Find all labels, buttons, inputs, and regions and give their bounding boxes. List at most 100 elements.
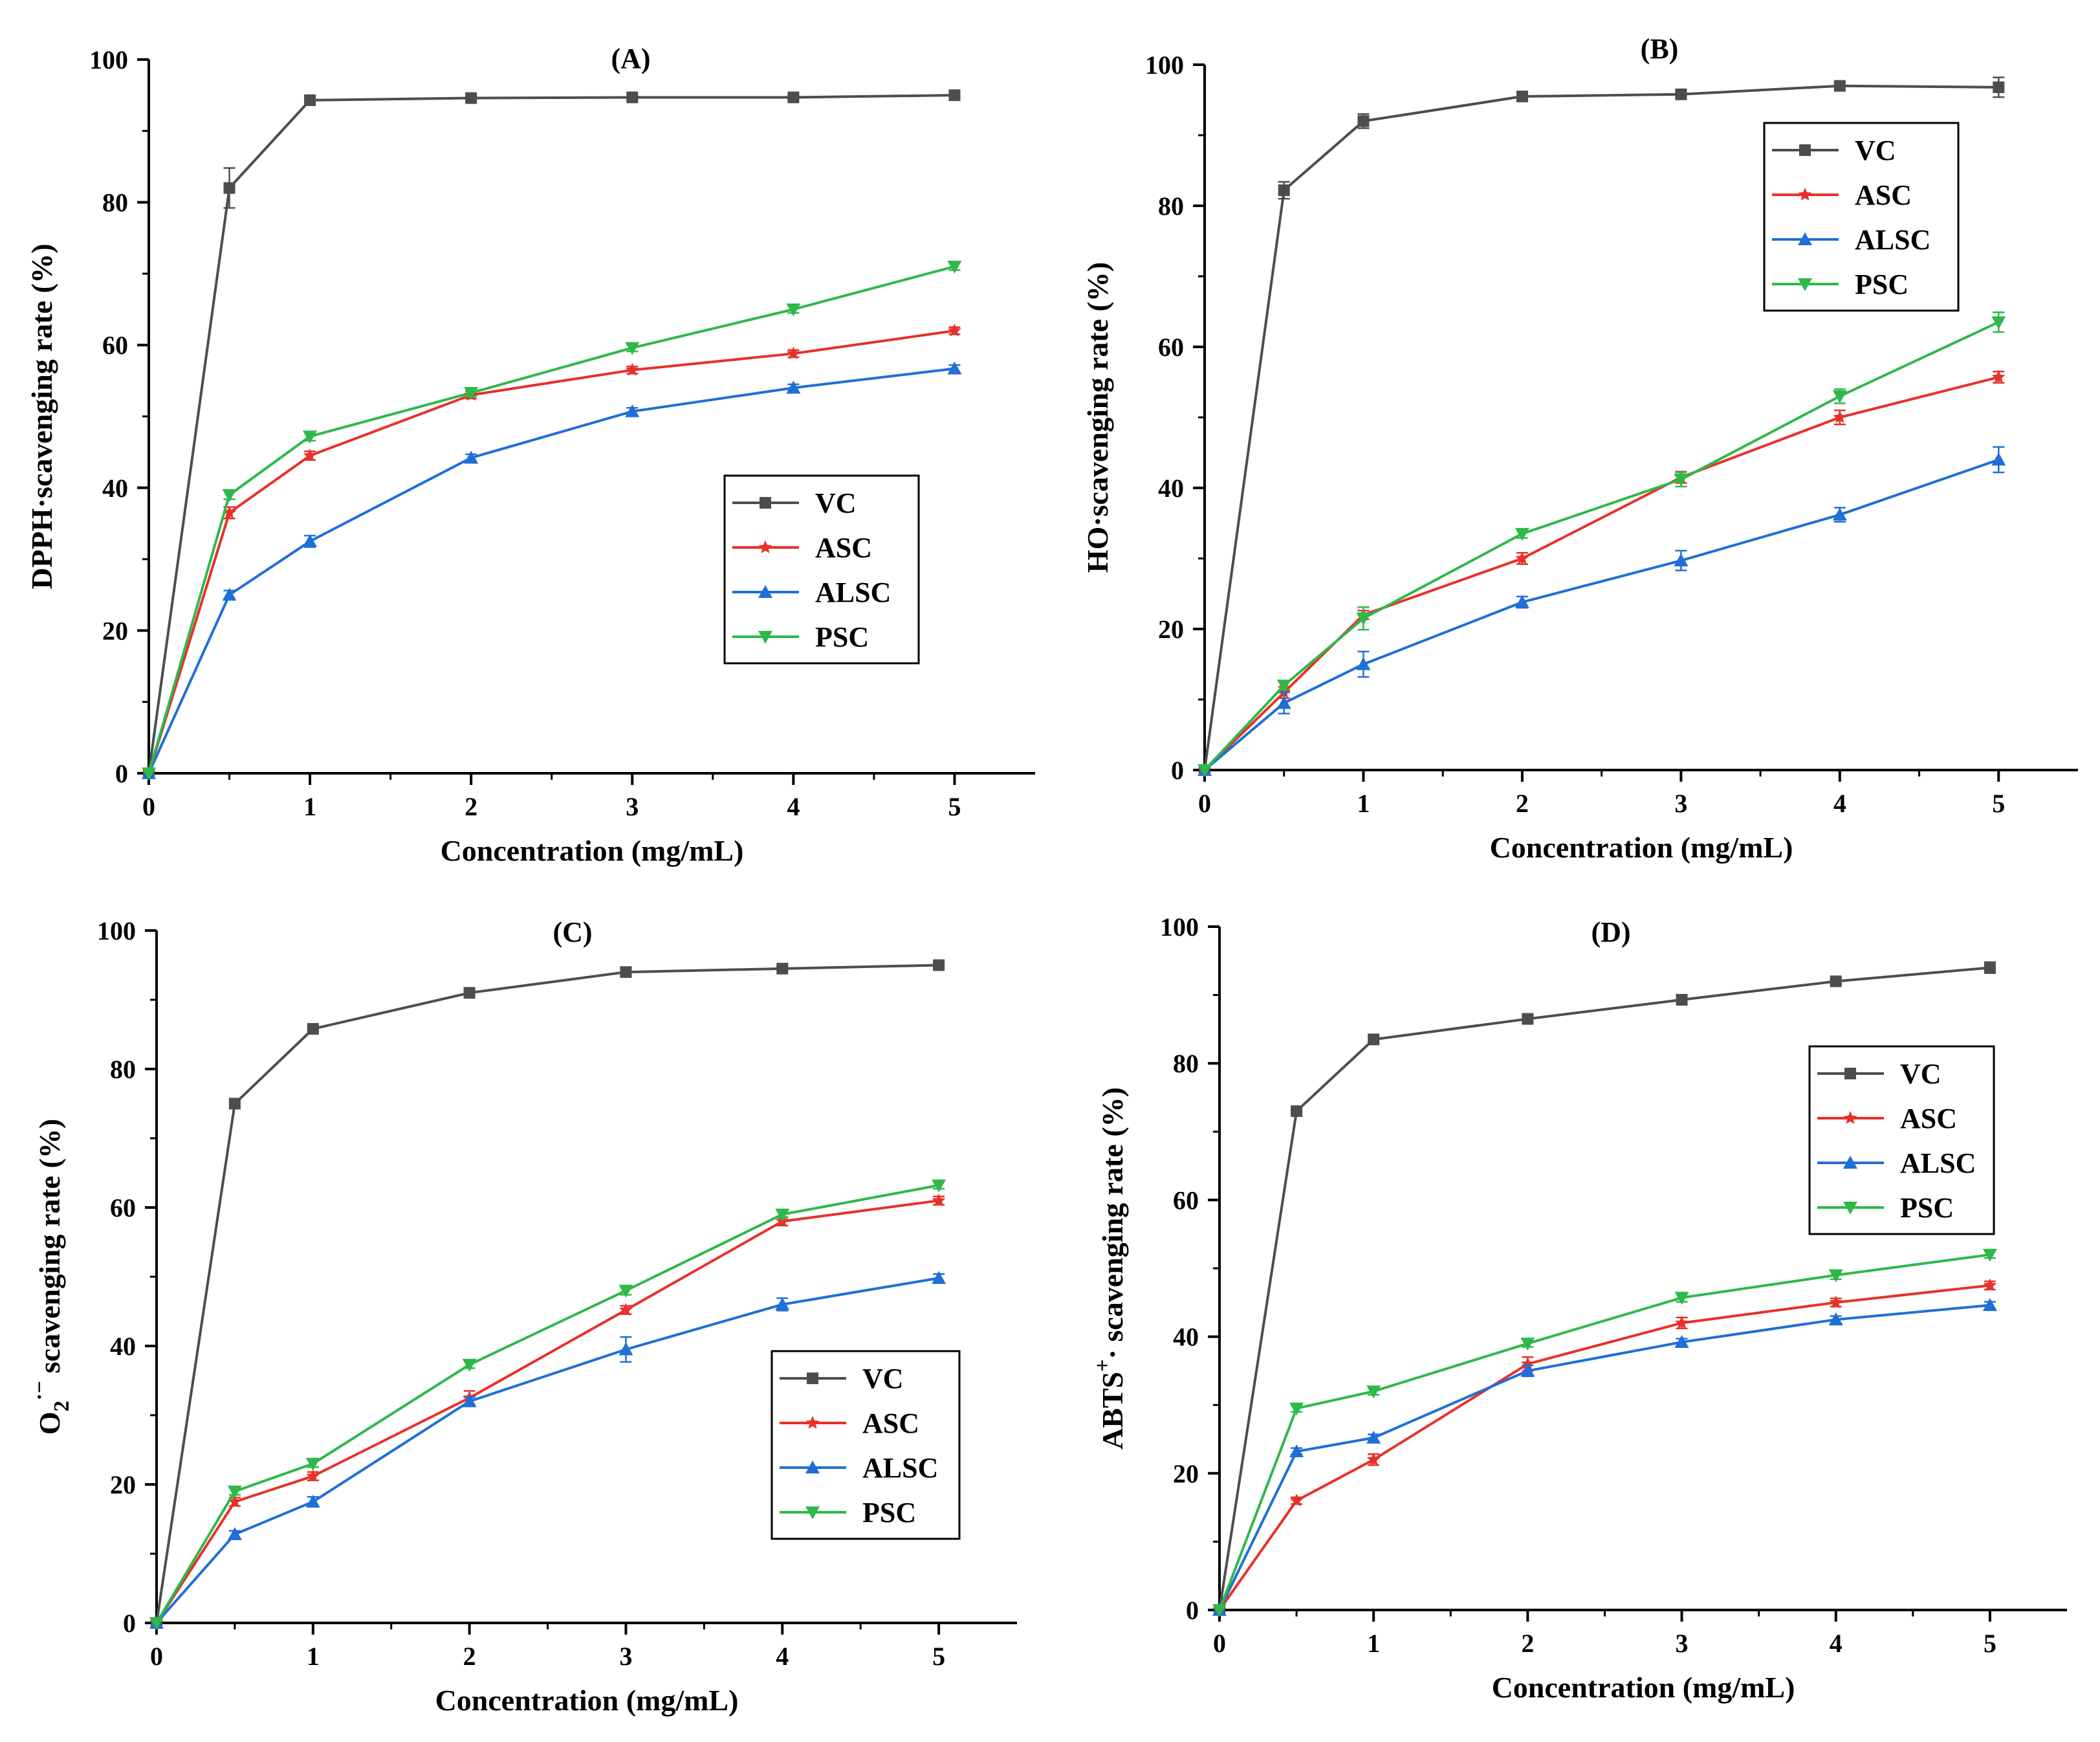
legend-marker-PSC: [805, 1506, 820, 1519]
legend-label-ALSC: ALSC: [1900, 1147, 1976, 1179]
data-point-ALSC: [1982, 1298, 1997, 1312]
x-tick-label: 1: [303, 792, 316, 821]
data-point-VC: [223, 182, 235, 194]
y-tick-label: 100: [89, 45, 128, 74]
data-point-PSC: [1276, 679, 1291, 693]
data-point-ALSC: [1515, 595, 1529, 608]
legend-marker-PSC: [1843, 1202, 1857, 1215]
data-point-ALSC: [1828, 1312, 1843, 1326]
x-axis-label: Concentration (mg/mL): [1490, 831, 1793, 864]
x-tick-label: 1: [1357, 789, 1370, 818]
data-point-PSC: [1674, 1292, 1689, 1305]
panel-title: (B): [1641, 33, 1679, 65]
legend-box: [771, 1350, 961, 1540]
data-point-PSC: [625, 342, 640, 355]
data-point-VC: [228, 1097, 241, 1110]
y-tick-label: 100: [97, 916, 136, 945]
data-point-ASC: [1675, 1316, 1689, 1329]
legend-marker-PSC: [758, 631, 772, 644]
data-point-ASC: [1833, 410, 1847, 423]
data-point-ASC: [223, 505, 237, 519]
data-point-PSC: [1212, 1604, 1227, 1617]
data-point-PSC: [786, 303, 801, 317]
data-point-VC: [1675, 88, 1687, 100]
legend-marker-VC: [1799, 144, 1811, 156]
legend-marker-VC: [807, 1373, 818, 1384]
y-tick-label: 0: [1186, 1596, 1199, 1625]
x-axis-label: Concentration (mg/mL): [1492, 1671, 1795, 1704]
data-point-ALSC: [947, 361, 962, 375]
y-axis-label: O2·− scavenging rate (%): [28, 1119, 74, 1435]
legend-marker-ASC: [805, 1416, 820, 1429]
legend-label-ASC: ASC: [1900, 1103, 1957, 1134]
panel-title: (A): [611, 43, 650, 74]
data-point-VC: [948, 89, 961, 102]
y-axis-label: HO·scavenging rate (%): [1081, 262, 1114, 573]
y-tick-label: 0: [123, 1609, 136, 1638]
x-tick-label: 0: [1198, 789, 1211, 818]
data-point-ASC: [303, 448, 317, 462]
x-tick-label: 5: [1992, 789, 2005, 818]
x-tick-label: 1: [307, 1642, 320, 1671]
data-point-ALSC: [222, 588, 237, 601]
panel-B: 0 1 2 3 4 5 0 20 40 60 80 100 (B) Concentration (mg/m…: [1081, 33, 2078, 864]
data-point-VC: [1993, 81, 2005, 93]
data-point-PSC: [222, 489, 237, 502]
legend-marker-PSC: [1798, 278, 1812, 291]
legend-marker-ALSC: [1798, 232, 1812, 245]
data-point-ALSC: [462, 1394, 477, 1407]
y-tick-label: 80: [110, 1055, 136, 1084]
legend-label-PSC: PSC: [862, 1497, 916, 1528]
data-point-PSC: [142, 767, 156, 780]
series-ALSC: [1212, 1298, 1997, 1616]
y-axis-label-sub: 2: [50, 1400, 74, 1411]
data-point-VC: [1516, 91, 1528, 103]
y-tick-label: 100: [1160, 912, 1199, 942]
series-line-PSC: [1218, 1253, 1991, 1611]
y-tick-label: 60: [102, 331, 128, 360]
data-point-PSC: [1356, 612, 1371, 626]
data-point-ALSC: [618, 1342, 633, 1356]
legend-marker-ALSC: [805, 1461, 820, 1473]
panel-A: 0 1 2 3 4 5 0 20 40 60 80 100 (A) Concentration (mg/m…: [25, 43, 1035, 867]
series-PSC: [149, 1179, 946, 1630]
legend-marker-ASC: [1843, 1111, 1857, 1124]
data-point-ALSC: [305, 1494, 320, 1508]
data-point-PSC: [305, 1457, 320, 1471]
data-point-ALSC: [1832, 507, 1847, 521]
legend-label-PSC: PSC: [815, 621, 869, 653]
series-ALSC: [149, 1271, 946, 1629]
data-point-ALSC: [1991, 452, 2006, 466]
legend-label-VC: VC: [1900, 1058, 1941, 1090]
x-tick-label: 4: [776, 1642, 789, 1671]
y-tick-label: 20: [110, 1470, 136, 1499]
data-point-ALSC: [625, 404, 640, 417]
x-tick-label: 0: [142, 792, 155, 821]
series-ALSC: [1198, 446, 2006, 776]
legend-marker-ASC: [1798, 188, 1812, 201]
legend: VC ASC ALSC PSC: [723, 474, 920, 665]
data-point-VC: [1830, 975, 1842, 987]
y-axis-label-rest: scavenging rate (%): [33, 1119, 66, 1381]
data-point-ASC: [625, 362, 639, 376]
data-point-ASC: [1983, 1278, 1997, 1292]
data-point-VC: [1984, 962, 1996, 974]
data-point-PSC: [618, 1284, 633, 1298]
y-tick-label: 80: [1173, 1049, 1199, 1078]
y-axis-label-rest: · scavenging rate (%): [1096, 1087, 1129, 1359]
data-point-PSC: [1991, 316, 2006, 329]
x-tick-label: 5: [1984, 1629, 1996, 1658]
x-tick-label: 3: [626, 792, 639, 821]
y-axis-label: ABTS+· scavenging rate (%): [1091, 1087, 1129, 1450]
data-point-VC: [1833, 80, 1846, 92]
x-tick-label: 5: [932, 1642, 945, 1671]
data-point-ASC: [228, 1494, 242, 1508]
data-point-VC: [787, 91, 800, 104]
series-line-ALSC: [1218, 1304, 1991, 1611]
data-point-VC: [1357, 115, 1370, 127]
data-point-PSC: [1520, 1338, 1535, 1351]
data-point-PSC: [149, 1617, 164, 1630]
data-point-PSC: [462, 1358, 477, 1372]
data-point-PSC: [1515, 527, 1529, 541]
